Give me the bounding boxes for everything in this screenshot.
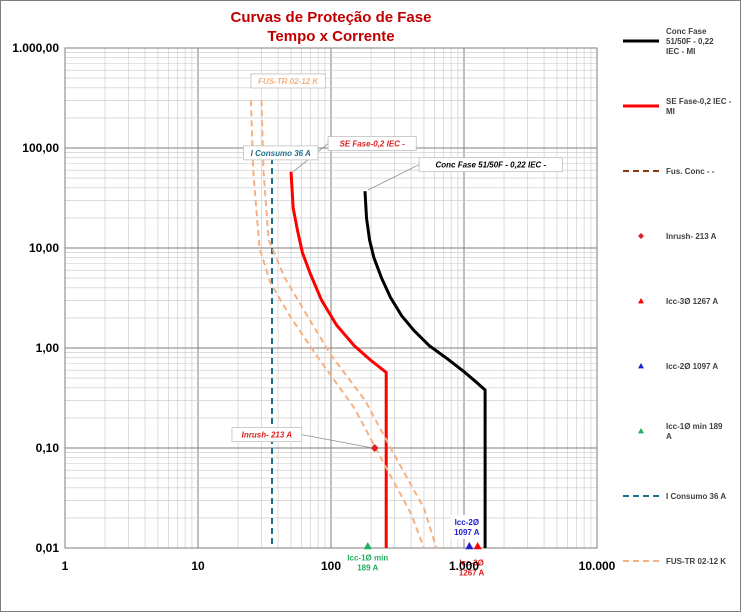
legend-label: Icc-2Ø 1097 A bbox=[666, 362, 718, 371]
series-line bbox=[363, 191, 487, 548]
legend-label: Inrush- 213 A bbox=[666, 232, 717, 241]
annotation-label: I Consumo 36 A bbox=[251, 149, 311, 158]
x-tick-label: 100 bbox=[321, 559, 341, 573]
marker-label-text: 189 A bbox=[357, 563, 378, 572]
chart-title-line: Tempo x Corrente bbox=[267, 28, 394, 45]
annotation-leader bbox=[301, 434, 373, 449]
x-tick-label: 1 bbox=[62, 559, 69, 573]
series-line bbox=[289, 171, 388, 548]
annotation-box bbox=[231, 427, 303, 442]
marker-triangle bbox=[363, 542, 372, 550]
marker-label-text: Icc-3Ø bbox=[459, 558, 483, 567]
legend-label: Conc Fase bbox=[666, 27, 707, 36]
annotation-box bbox=[327, 136, 417, 152]
legend-label: IEC - MI bbox=[666, 47, 695, 56]
legend-label: 51/50F - 0,22 bbox=[666, 37, 714, 46]
x-tick-label: 1.000 bbox=[449, 559, 479, 573]
legend-label: SE Fase-0,2 IEC - bbox=[666, 97, 732, 106]
y-tick-label: 1,00 bbox=[36, 341, 60, 355]
grid bbox=[64, 47, 598, 549]
marker-triangle bbox=[473, 542, 482, 550]
legend-label: Icc-3Ø 1267 A bbox=[666, 297, 718, 306]
marker-label-box bbox=[450, 514, 483, 539]
marker-label-text: 1097 A bbox=[454, 528, 480, 537]
annotation-box bbox=[418, 157, 563, 173]
axes: 1 10 100 1.000 10.000 0,01 0,10 1,00 10,00 100,00… bbox=[12, 41, 615, 573]
y-tick-label: 1.000,00 bbox=[12, 41, 59, 55]
plot-border bbox=[64, 47, 598, 549]
marker-triangle bbox=[638, 428, 644, 434]
y-tick-label: 0,10 bbox=[36, 441, 60, 455]
x-tick-label: 10 bbox=[191, 559, 205, 573]
marker-triangle bbox=[465, 542, 474, 550]
series-layer bbox=[249, 100, 487, 550]
annotation-leader bbox=[367, 164, 420, 191]
legend-label: A bbox=[666, 432, 672, 441]
marker-triangle bbox=[638, 298, 644, 304]
marker-diamond bbox=[638, 233, 644, 239]
annotation-label: Inrush- 213 A bbox=[242, 431, 293, 440]
annotation-label: SE Fase-0,2 IEC - bbox=[339, 140, 405, 149]
marker-label-text: Icc-2Ø bbox=[455, 518, 479, 527]
y-tick-label: 0,01 bbox=[36, 541, 60, 555]
legend-label: Icc-1Ø min 189 bbox=[666, 422, 723, 431]
annotation-box bbox=[250, 73, 326, 89]
annotation-label: Conc Fase 51/50F - 0,22 IEC - bbox=[435, 161, 546, 170]
y-tick-label: 100,00 bbox=[22, 141, 59, 155]
x-tick-label: 10.000 bbox=[579, 559, 616, 573]
annotation-box bbox=[243, 145, 319, 161]
series-band-line bbox=[260, 100, 438, 549]
annotation-label: FUS-TR 02-12 K bbox=[258, 77, 319, 86]
legend-label: MI bbox=[666, 107, 675, 116]
legend-label: Fus. Conc - - bbox=[666, 167, 715, 176]
chart-title-line: Curvas de Proteção de Fase bbox=[231, 9, 432, 26]
y-tick-label: 10,00 bbox=[29, 241, 59, 255]
marker-label-text: 1267 A bbox=[459, 568, 485, 577]
legend-label: FUS-TR 02-12 K bbox=[666, 557, 726, 566]
legend-label: I Consumo 36 A bbox=[666, 492, 726, 501]
annotations-layer: FUS-TR 02-12 K SE Fase-0,2 IEC - I Consumo… bbox=[231, 73, 563, 577]
marker-diamond bbox=[370, 444, 379, 452]
marker-triangle bbox=[638, 363, 644, 369]
chart-title: Curvas de Proteção de Fase Tempo x Corren… bbox=[231, 9, 432, 45]
marker-label-text: Icc-1Ø min bbox=[347, 553, 388, 562]
